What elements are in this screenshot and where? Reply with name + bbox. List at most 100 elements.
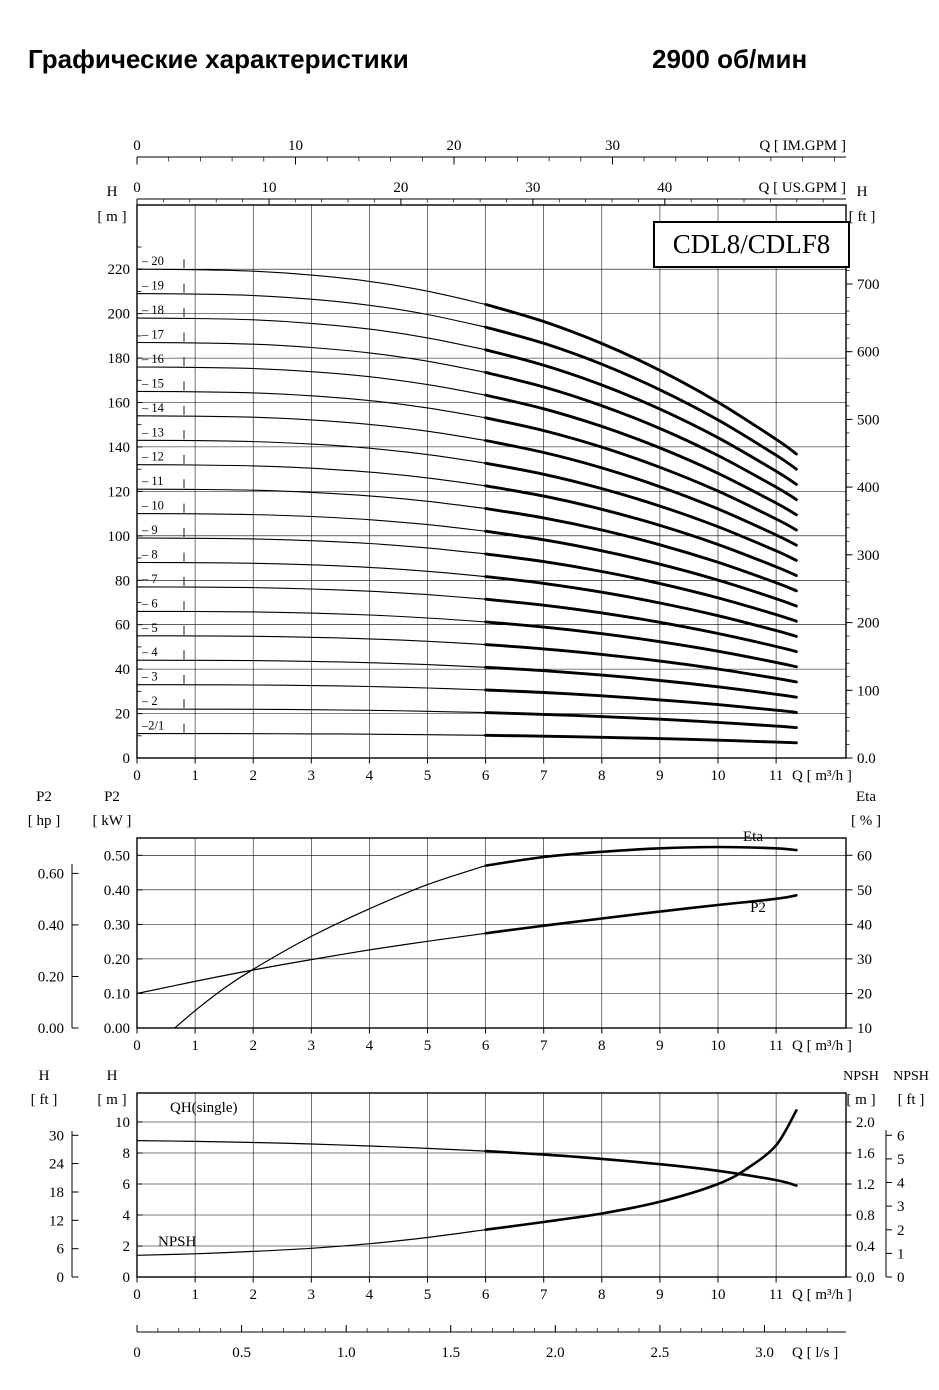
kw-tick-label: 0.00 <box>104 1021 130 1037</box>
h-m-tick-label: 8 <box>123 1146 131 1162</box>
stage-curve <box>136 610 487 623</box>
npsh-ft-tick-label: 0 <box>897 1270 905 1286</box>
q-tick-label: 10 <box>711 1038 726 1054</box>
ls-tick-label: 3.0 <box>755 1345 774 1361</box>
q-tick-label: 7 <box>540 1287 548 1303</box>
p2-curve <box>136 932 487 995</box>
q-tick-label: 5 <box>424 1287 432 1303</box>
p2-kw-axis-name: P2 <box>104 789 120 805</box>
npsh-ft-tick-label: 6 <box>897 1128 905 1144</box>
stage-curve <box>136 268 487 305</box>
stage-label: – 10 <box>141 499 164 513</box>
stage-label: – 18 <box>141 303 164 317</box>
q-tick-label: 11 <box>769 1287 783 1303</box>
stage-curve <box>136 513 487 532</box>
stage-label: – 9 <box>141 523 158 537</box>
us-gpm-tick-label: 10 <box>262 180 277 196</box>
stage-curve <box>484 393 798 517</box>
page-title: Графические характеристики <box>28 44 409 74</box>
eta-curve <box>174 865 487 1029</box>
stage-label: – 17 <box>141 328 164 342</box>
q-tick-label: 8 <box>598 768 606 784</box>
qh-plot-border <box>136 204 847 759</box>
q-tick-label: 1 <box>191 1287 199 1303</box>
h-ft-tick-label: 700 <box>857 277 880 293</box>
power-plot-border <box>136 837 847 1029</box>
stage-curve <box>484 597 798 654</box>
stage-label: – 16 <box>141 352 164 366</box>
stage-curve <box>136 439 487 464</box>
im-gpm-tick-label: 0 <box>133 138 141 154</box>
stage-label: – 11 <box>141 474 163 488</box>
h-ft-tick-label: 24 <box>49 1157 65 1173</box>
h-ft-axis-unit: [ ft ] <box>849 209 876 225</box>
us-gpm-tick-label: 0 <box>133 180 141 196</box>
hp-tick-label: 0.40 <box>38 918 64 934</box>
stage-curve <box>484 620 798 669</box>
npsh-ft-tick-label: 1 <box>897 1246 905 1262</box>
npsh-ft-tick-label: 3 <box>897 1199 905 1215</box>
p2-hp-axis-unit: [ hp ] <box>28 813 61 829</box>
npsh-label: NPSH <box>158 1234 197 1250</box>
eta-axis-unit: [ % ] <box>851 813 881 829</box>
h-m-tick-label: 140 <box>108 440 131 456</box>
stage-curve <box>136 317 487 351</box>
stage-curve <box>484 325 798 471</box>
eta-tick-label: 50 <box>857 883 872 899</box>
hp-tick-label: 0.00 <box>38 1021 64 1037</box>
npsh-ft-axis-unit: [ ft ] <box>898 1092 925 1108</box>
stage-label: – 20 <box>141 254 164 268</box>
h-ft-tick-label: 300 <box>857 548 880 564</box>
q-tick-label: 3 <box>308 1287 316 1303</box>
ls-tick-label: 2.5 <box>651 1345 670 1361</box>
q-tick-label: 2 <box>249 768 257 784</box>
qh-single-curve <box>136 1140 487 1152</box>
q-tick-label: 5 <box>424 768 432 784</box>
npsh-m-tick-label: 2.0 <box>856 1115 875 1131</box>
stage-curve <box>136 366 487 396</box>
im-gpm-tick-label: 20 <box>447 138 462 154</box>
stage-label: – 7 <box>141 572 158 586</box>
q-tick-label: 2 <box>249 1287 257 1303</box>
us-gpm-tick-label: 20 <box>393 180 408 196</box>
eta-axis-name: Eta <box>856 789 876 805</box>
h-m-tick-label: 2 <box>123 1239 131 1255</box>
eta-curve-label: Eta <box>743 829 763 845</box>
npsh-m-tick-label: 0.0 <box>856 1270 875 1286</box>
stage-curve <box>484 302 798 456</box>
h-ft-tick-label: 12 <box>49 1213 64 1229</box>
stage-label: – 3 <box>141 670 158 684</box>
stage-label: – 12 <box>141 450 164 464</box>
h-m-tick-label: 4 <box>123 1208 131 1224</box>
q-tick-label: 6 <box>482 1287 490 1303</box>
h-m-tick-label: 100 <box>108 529 131 545</box>
h-m-axis-unit: [ m ] <box>97 1092 126 1108</box>
q-tick-label: 11 <box>769 768 783 784</box>
h-m-tick-label: 60 <box>115 618 130 634</box>
npsh-m-tick-label: 0.4 <box>856 1239 875 1255</box>
ls-tick-label: 0.5 <box>232 1345 251 1361</box>
stage-label: – 15 <box>141 376 164 390</box>
ls-tick-label: 0 <box>133 1345 141 1361</box>
q-axis-label: Q [ m³/h ] <box>792 1287 852 1303</box>
q-tick-label: 3 <box>308 1038 316 1054</box>
h-ft-axis-unit: [ ft ] <box>31 1092 58 1108</box>
h-ft-tick-label: 500 <box>857 412 880 428</box>
h-ft-tick-label: 200 <box>857 616 880 632</box>
h-ft-tick-label: 0.0 <box>857 751 876 767</box>
stage-label: – 5 <box>141 621 158 635</box>
stage-curve <box>136 537 487 555</box>
us-gpm-axis-label: Q [ US.GPM ] <box>758 180 846 196</box>
q-tick-label: 0 <box>133 768 141 784</box>
q-tick-label: 7 <box>540 1038 548 1054</box>
h-m-tick-label: 220 <box>108 262 131 278</box>
stage-curve <box>136 708 487 714</box>
eta-tick-label: 30 <box>857 952 872 968</box>
q-tick-label: 3 <box>308 768 316 784</box>
stage-label: – 14 <box>141 401 165 415</box>
qh-single-label: QH(single) <box>170 1100 238 1116</box>
q-tick-label: 9 <box>656 1287 664 1303</box>
h-ft-tick-label: 0 <box>57 1270 65 1286</box>
npsh-m-axis-unit: [ m ] <box>846 1092 875 1108</box>
